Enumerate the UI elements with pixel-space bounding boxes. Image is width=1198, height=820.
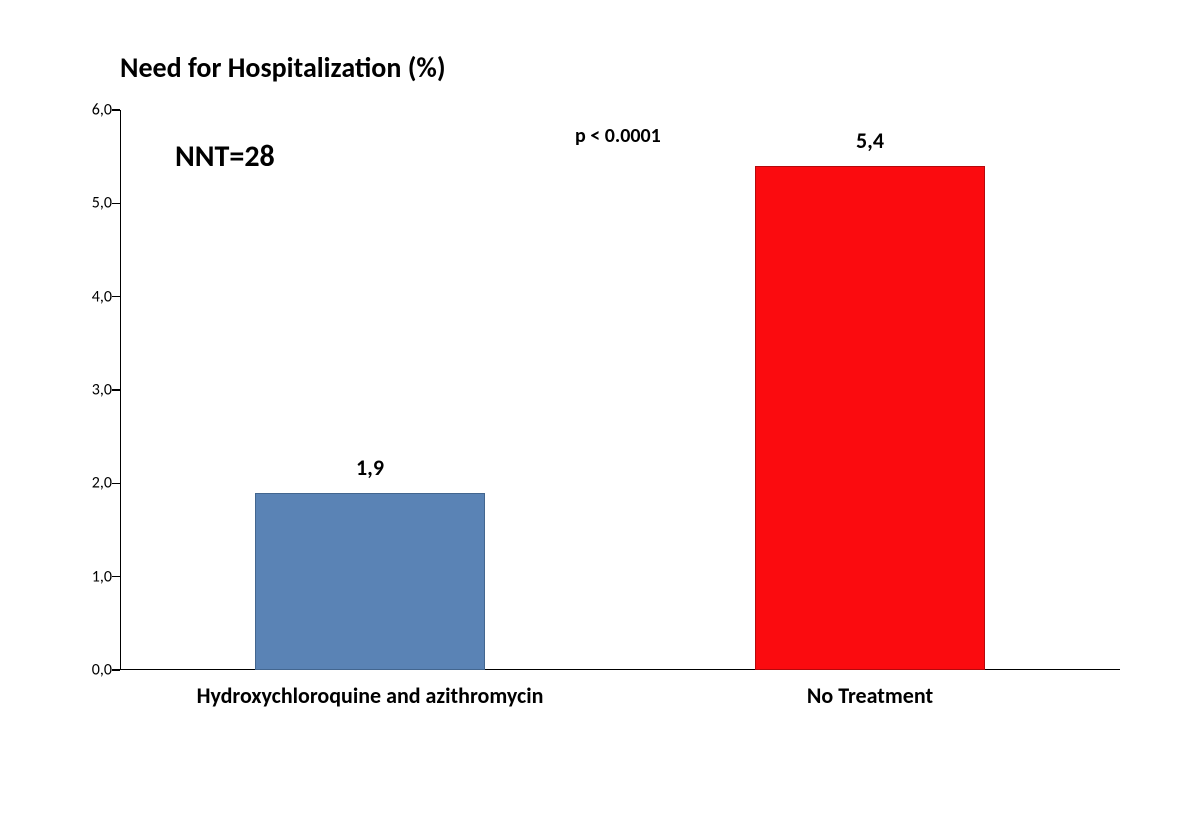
- y-tick-label: 2,0: [62, 474, 112, 493]
- bar-value-label: 1,9: [356, 454, 384, 481]
- y-tick-mark: [112, 203, 120, 205]
- y-tick-mark: [112, 669, 120, 671]
- y-tick-label: 5,0: [62, 194, 112, 213]
- y-tick-label: 4,0: [62, 287, 112, 306]
- bar: [255, 493, 485, 670]
- chart-annotation: NNT=28: [175, 138, 275, 175]
- y-tick-mark: [112, 109, 120, 111]
- y-tick-mark: [112, 483, 120, 485]
- y-tick-mark: [112, 296, 120, 298]
- y-tick-label: 0,0: [62, 661, 112, 680]
- y-tick-label: 3,0: [62, 381, 112, 400]
- x-category-label: Hydroxychloroquine and azithromycin: [197, 682, 544, 709]
- chart-title: Need for Hospitalization (%): [120, 50, 446, 85]
- y-tick-label: 6,0: [62, 101, 112, 120]
- y-tick-mark: [112, 389, 120, 391]
- chart-annotation: p < 0.0001: [575, 124, 661, 148]
- bar-value-label: 5,4: [856, 127, 884, 154]
- y-tick-mark: [112, 576, 120, 578]
- x-category-label: No Treatment: [807, 682, 933, 709]
- bar: [755, 166, 985, 670]
- y-tick-label: 1,0: [62, 567, 112, 586]
- chart-container: Need for Hospitalization (%) 0,0 1,0 2,0 3,…: [60, 50, 1140, 790]
